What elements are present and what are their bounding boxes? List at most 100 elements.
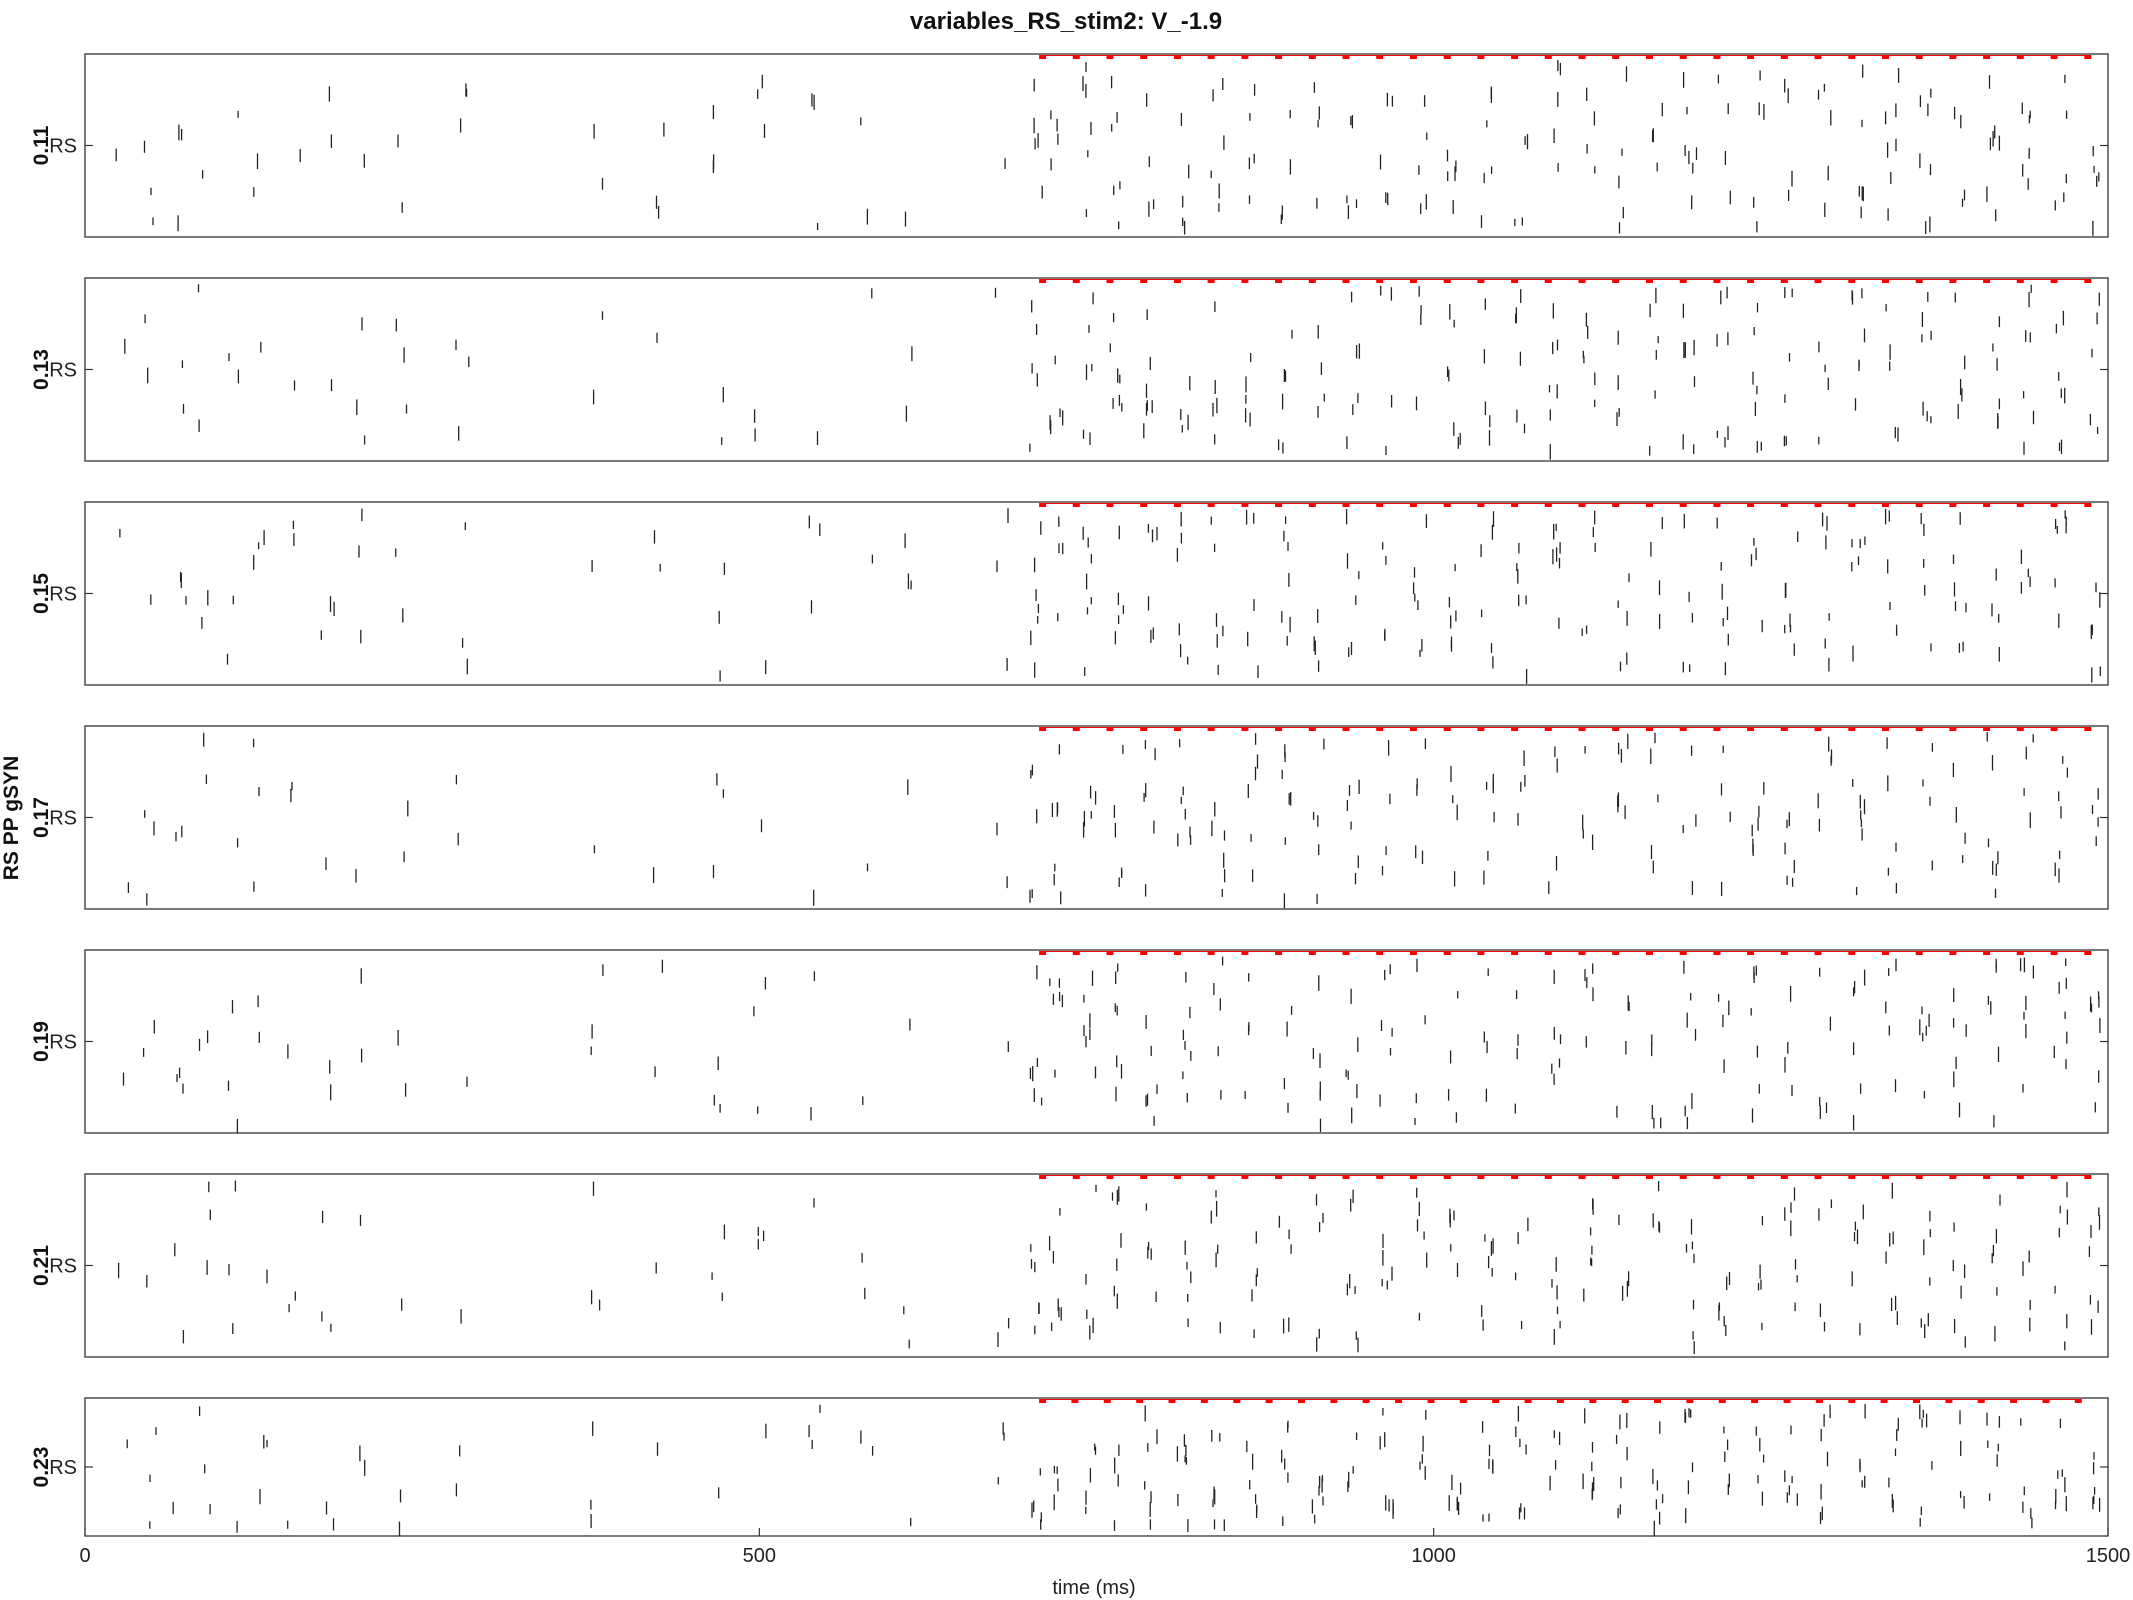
stim-pulse <box>2016 727 2024 731</box>
stim-pulse <box>1376 1175 1384 1179</box>
panel-frame <box>84 1397 2109 1537</box>
stim-pulse <box>1477 503 1485 507</box>
stim-pulse <box>1612 55 1620 59</box>
panel-label: 0.21 <box>30 1245 53 1286</box>
x-tick-label: 1500 <box>2086 1545 2131 1567</box>
panel-label: 0.11 <box>30 125 53 165</box>
stim-pulse <box>1275 503 1283 507</box>
stim-pulse <box>1106 727 1114 731</box>
stim-pulse <box>1646 951 1653 955</box>
stim-pulse <box>2016 503 2024 507</box>
stim-pulse <box>1409 503 1417 507</box>
stim-pulse <box>1949 279 1957 283</box>
stim-pulse <box>1173 727 1181 731</box>
stim-pulse <box>1477 1175 1485 1179</box>
stim-pulse <box>1039 727 1047 731</box>
stim-pulse <box>1679 279 1687 283</box>
stim-pulse <box>1511 727 1519 731</box>
stim-pulse <box>1679 951 1687 955</box>
stim-pulse <box>1039 503 1047 507</box>
stim-pulse <box>1409 727 1417 731</box>
stim-pulse <box>1207 1175 1215 1179</box>
stim-pulse <box>1427 1399 1435 1403</box>
stim-pulse <box>1848 1175 1856 1179</box>
stim-pulse <box>1511 1175 1519 1179</box>
pulse-group <box>1039 279 2092 283</box>
stim-pulse <box>2050 55 2058 59</box>
stim-pulse <box>1241 727 1249 731</box>
stim-pulse <box>1275 951 1283 955</box>
stim-pulse <box>1395 1399 1403 1403</box>
stim-pulse <box>1173 55 1181 59</box>
stim-pulse <box>1275 727 1283 731</box>
stim-pulse <box>1459 1399 1467 1403</box>
stim-pulse <box>1072 55 1080 59</box>
stim-pulse <box>1308 503 1316 507</box>
stim-pulse <box>1915 503 1923 507</box>
stim-pulse <box>1106 1175 1114 1179</box>
stim-pulse <box>1241 951 1249 955</box>
stim-pulse <box>1039 951 1047 955</box>
stim-pulse <box>1443 503 1451 507</box>
stim-pulse <box>1443 727 1451 731</box>
stim-pulse <box>1751 1399 1759 1403</box>
stim-pulse <box>1646 727 1653 731</box>
stim-pulse <box>1747 1175 1755 1179</box>
stim-pulse <box>1376 503 1384 507</box>
stim-pulse <box>1679 55 1687 59</box>
stim-pulse <box>1376 951 1384 955</box>
stim-pulse <box>1275 55 1283 59</box>
stim-pulse <box>1882 55 1889 59</box>
stim-pulse <box>1511 279 1519 283</box>
stim-pulse <box>1578 727 1586 731</box>
stim-pulse <box>1556 1399 1564 1403</box>
stim-pulse <box>1308 727 1316 731</box>
spike-group <box>124 284 2100 460</box>
stim-pulse <box>1578 951 1586 955</box>
pulse-group <box>1039 1175 2092 1179</box>
stim-pulse <box>1342 503 1350 507</box>
stim-pulse <box>2010 1399 2018 1403</box>
panels-group: RS0.11RS0.13RS0.15RS0.17RS0.19RS0.21RS0.… <box>30 53 2109 1537</box>
stim-pulse <box>1915 1175 1923 1179</box>
stim-pulse <box>1207 727 1215 731</box>
stim-pulse <box>1308 279 1316 283</box>
stim-pulse <box>1511 55 1519 59</box>
stim-pulse <box>1207 55 1215 59</box>
panel-1: RS0.13 <box>30 277 2109 462</box>
stim-pulse <box>1783 1399 1791 1403</box>
stim-pulse <box>2050 727 2058 731</box>
stim-pulse <box>1915 55 1923 59</box>
stim-pulse <box>1949 1175 1957 1179</box>
stim-pulse <box>1511 951 1519 955</box>
stim-pulse <box>2042 1399 2050 1403</box>
stim-pulse <box>1949 951 1957 955</box>
stim-pulse <box>1511 503 1519 507</box>
panel-frame <box>84 501 2109 686</box>
stim-pulse <box>2050 279 2058 283</box>
stim-pulse <box>1173 279 1181 283</box>
stim-pulse <box>1747 727 1755 731</box>
stim-pulse <box>2016 951 2024 955</box>
stim-pulse <box>1679 1175 1687 1179</box>
stim-pulse <box>1913 1399 1920 1403</box>
stim-pulse <box>1612 1175 1620 1179</box>
stim-pulse <box>1977 1399 1985 1403</box>
stim-pulse <box>1544 279 1552 283</box>
stim-pulse <box>1780 1175 1788 1179</box>
stim-pulse <box>1949 55 1957 59</box>
stim-pulse <box>1983 503 1991 507</box>
stim-pulse <box>1140 503 1148 507</box>
panel-frame <box>84 725 2109 910</box>
stim-pulse <box>1477 279 1485 283</box>
stim-pulse <box>1713 1175 1721 1179</box>
stim-pulse <box>2016 279 2024 283</box>
panel-y-tick-label: RS <box>49 360 77 382</box>
stim-pulse <box>1814 503 1822 507</box>
stim-pulse <box>1578 55 1586 59</box>
stim-pulse <box>2050 503 2058 507</box>
stim-pulse <box>1207 951 1215 955</box>
stim-pulse <box>1443 951 1451 955</box>
stim-pulse <box>2016 1175 2024 1179</box>
stim-pulse <box>1173 1175 1181 1179</box>
